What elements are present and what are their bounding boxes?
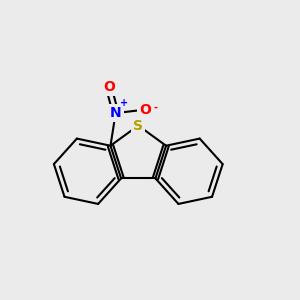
Text: O: O	[139, 103, 151, 117]
Text: +: +	[120, 98, 128, 108]
Text: -: -	[154, 103, 158, 113]
Text: O: O	[103, 80, 115, 94]
Text: S: S	[133, 118, 143, 133]
Text: N: N	[110, 106, 122, 120]
